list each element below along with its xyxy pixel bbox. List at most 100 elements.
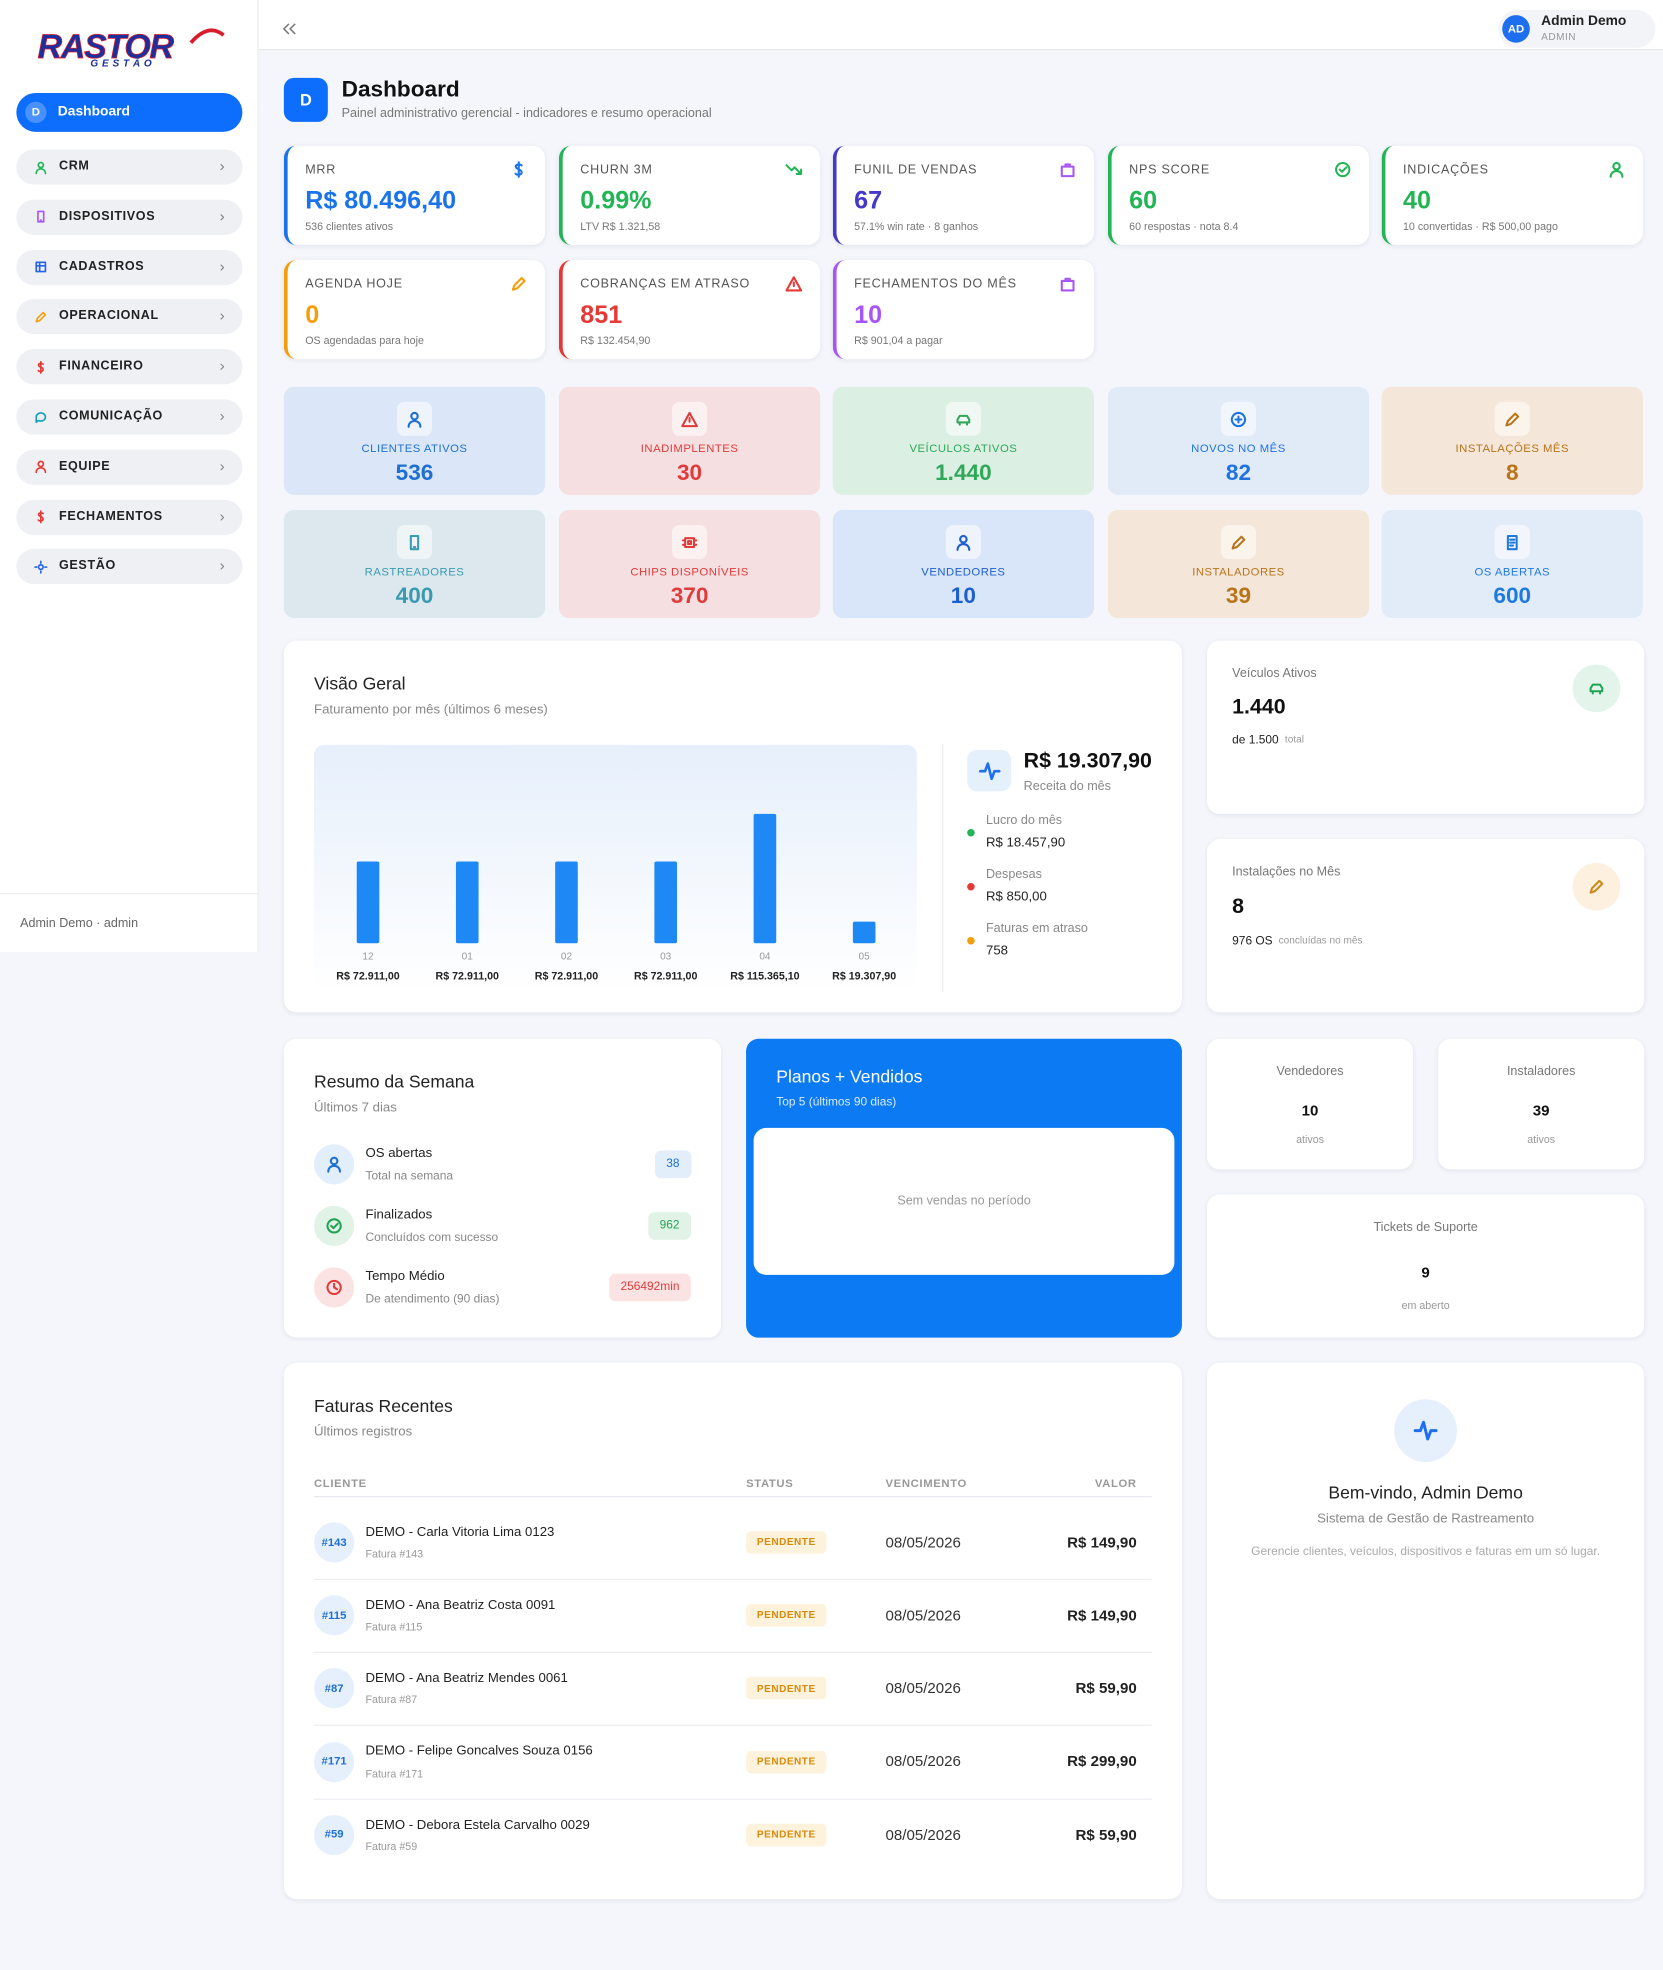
sellers-card: Vendedores 10 ativos [1207, 1038, 1414, 1170]
tile-label: CLIENTES ATIVOS [361, 441, 468, 455]
tile-label: INADIMPLENTES [640, 441, 739, 455]
welcome-text: Gerencie clientes, veículos, dispositivo… [1251, 1545, 1601, 1560]
menu-item[interactable]: CADASTROS [16, 249, 243, 285]
summary-item-value: R$ 850,00 [985, 888, 1047, 904]
kpi-value: 851 [580, 301, 623, 330]
summary-item-label: Despesas [985, 867, 1042, 882]
due-date: 08/05/2026 [885, 1825, 961, 1844]
card-note: em aberto [1401, 1298, 1450, 1312]
icon [1589, 879, 1604, 894]
card-title: Veículos Ativos [1232, 666, 1317, 681]
menu-item[interactable]: GESTÃO [16, 549, 243, 585]
icon-shape [36, 510, 44, 524]
user-role: ADMIN [1541, 31, 1577, 43]
item-badge-text: 38 [666, 1156, 680, 1171]
topbar: AD Admin Demo ADMIN [258, 0, 1663, 51]
icon-shape [511, 276, 526, 291]
card-value: 10 [1301, 1101, 1319, 1119]
menu-item[interactable]: FECHAMENTOS [16, 499, 243, 535]
kpi-card: FUNIL DE VENDAS 67 57.1% win rate · 8 ganh… [832, 145, 1095, 245]
item-badge-text: 962 [659, 1217, 680, 1232]
client-name: DEMO - Debora Estela Carvalho 0029 [365, 1816, 590, 1832]
x-tick-label: 03 [660, 952, 672, 963]
icon [34, 461, 46, 474]
kpi-value: R$ 80.496,40 [305, 187, 457, 215]
icon [1060, 163, 1075, 178]
icon-shape [1230, 411, 1247, 427]
item-label: Tempo Médio [365, 1268, 445, 1284]
stat-tile: NOVOS NO MÊS 82 [1107, 386, 1370, 495]
icon [34, 161, 46, 174]
menu-item[interactable]: COMUNICAÇÃO [16, 399, 243, 435]
row-rule [314, 1798, 1152, 1800]
icon [34, 411, 46, 423]
week-card: Resumo da Semana Últimos 7 dias OS abertas… [283, 1038, 721, 1338]
kpi-note: 10 convertidas · R$ 500,00 pago [1402, 219, 1558, 233]
card-value: 9 [1421, 1263, 1430, 1281]
summary-item-value: R$ 18.457,90 [985, 834, 1066, 850]
icon [33, 560, 47, 574]
item-badge: 38 [654, 1150, 691, 1179]
item-badge: 962 [648, 1212, 691, 1240]
plans-card: Planos + Vendidos Top 5 (últimos 90 dias)… [746, 1038, 1182, 1338]
icon-shape [1609, 161, 1624, 178]
invoice-row[interactable] [314, 1658, 1152, 1718]
icon [36, 510, 44, 524]
client-name: DEMO - Carla Vitoria Lima 0123 [365, 1524, 555, 1540]
menu-item[interactable]: DISPOSITIVOS [16, 199, 243, 235]
user-menu[interactable]: AD Admin Demo ADMIN [1498, 10, 1656, 48]
kpi-note: R$ 132.454,90 [580, 333, 651, 347]
icon [220, 563, 225, 571]
menu-label: GESTÃO [59, 559, 116, 574]
menu-item[interactable]: EQUIPE [16, 449, 243, 485]
legend-dot [967, 937, 975, 945]
invoice-row[interactable] [314, 1512, 1152, 1572]
status-badge: PENDENTE [746, 1750, 827, 1774]
logo: RASTOR [37, 27, 174, 66]
kpi-value: 0.99% [580, 187, 652, 215]
status-badge: PENDENTE [746, 1823, 827, 1847]
invoice-row[interactable] [314, 1732, 1152, 1792]
amount: R$ 149,90 [1067, 1533, 1137, 1551]
kpi-card: INDICAÇÕES 40 10 convertidas · R$ 500,00 p… [1381, 145, 1643, 245]
card-title: Resumo da Semana [314, 1070, 475, 1091]
card-unit: concluídas no mês [1278, 934, 1363, 947]
invoice-id: #59 [324, 1828, 344, 1841]
tile-value: 370 [670, 583, 709, 609]
page-icon-text: D [299, 90, 312, 109]
icon [1335, 161, 1351, 178]
invoice-row[interactable] [314, 1805, 1152, 1865]
card-subtitle: Últimos registros [314, 1423, 413, 1440]
stat-tile: OS ABERTAS 600 [1381, 509, 1643, 618]
installs-card: Instalações no Mês 8 976 OS concluídas no m… [1207, 839, 1645, 1013]
menu-item[interactable]: OPERACIONAL [16, 299, 243, 335]
card-title: Tickets de Suporte [1373, 1220, 1478, 1235]
invoice-id: #115 [321, 1608, 347, 1622]
invoice-id-badge [314, 1668, 355, 1709]
item-note: Total na semana [365, 1169, 454, 1184]
icon-shape [407, 411, 422, 428]
amount: R$ 149,90 [1067, 1606, 1137, 1625]
invoice-ref: Fatura #171 [365, 1766, 424, 1780]
stat-tile: CHIPS DISPONÍVEIS 370 [558, 509, 821, 618]
x-tick-label: 02 [561, 952, 573, 963]
collapse-button[interactable] [282, 23, 297, 35]
menu-item-active[interactable]: D Dashboard [16, 92, 243, 132]
menu-badge-text: D [31, 105, 40, 119]
menu-label: CRM [59, 159, 90, 174]
bar [356, 861, 380, 944]
card-title: Instaladores [1506, 1065, 1576, 1079]
tile-value: 30 [676, 459, 703, 486]
client-name: DEMO - Ana Beatriz Costa 0091 [365, 1597, 556, 1613]
invoice-row[interactable] [314, 1585, 1152, 1645]
menu-item[interactable]: FINANCEIRO [16, 349, 243, 385]
tile-value: 400 [395, 583, 434, 609]
menu-label: CADASTROS [59, 259, 145, 274]
bar [555, 861, 578, 944]
menu-item[interactable]: CRM [16, 149, 243, 185]
icon-shape [327, 1156, 341, 1173]
tile-icon-box [1220, 525, 1257, 559]
column-header: VENCIMENTO [885, 1476, 967, 1490]
tile-value: 1.440 [935, 459, 992, 486]
invoice-ref: Fatura #143 [365, 1547, 424, 1560]
